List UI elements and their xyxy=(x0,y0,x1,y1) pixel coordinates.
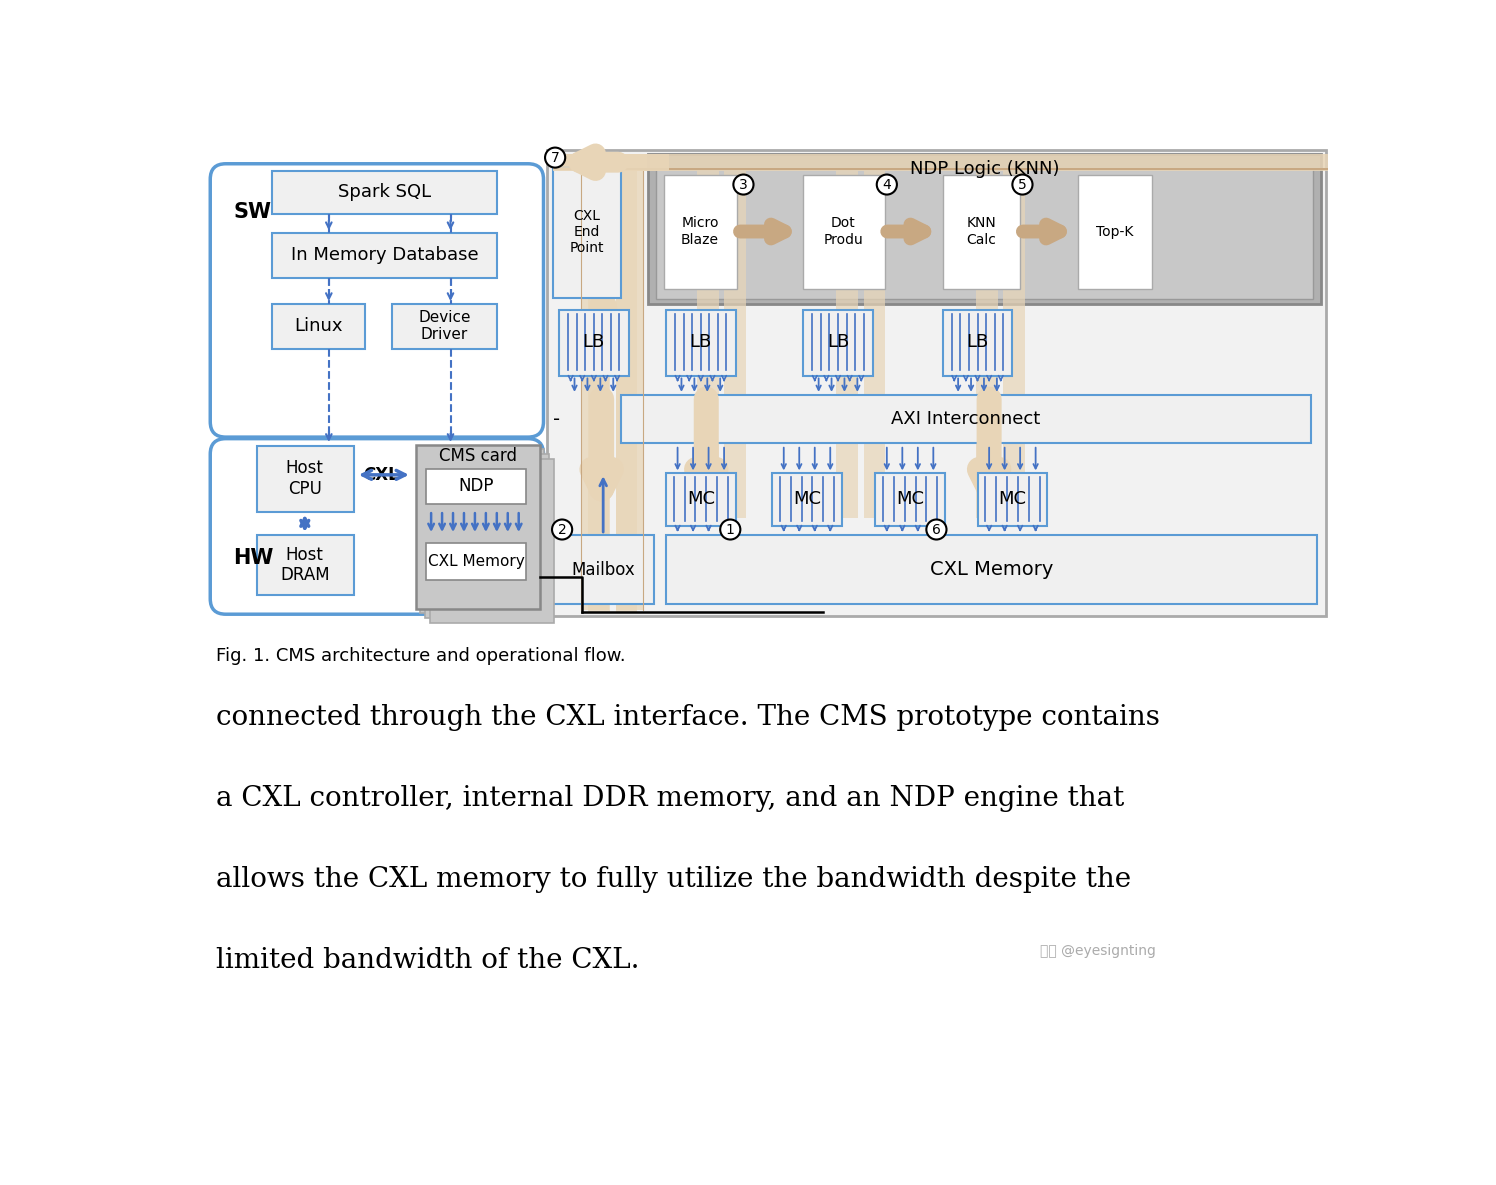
FancyBboxPatch shape xyxy=(420,449,545,614)
FancyBboxPatch shape xyxy=(272,172,497,213)
Text: Mailbox: Mailbox xyxy=(571,561,634,578)
Text: NDP: NDP xyxy=(458,478,494,495)
FancyBboxPatch shape xyxy=(655,169,1313,299)
Text: MC: MC xyxy=(896,491,925,508)
Text: LB: LB xyxy=(966,333,989,352)
FancyBboxPatch shape xyxy=(942,174,1020,288)
FancyBboxPatch shape xyxy=(425,454,549,619)
Text: MC: MC xyxy=(793,491,821,508)
Text: CXL Memory: CXL Memory xyxy=(929,561,1053,579)
Text: limited bandwidth of the CXL.: limited bandwidth of the CXL. xyxy=(217,947,640,974)
Text: In Memory Database: In Memory Database xyxy=(290,246,479,264)
Text: CMS card: CMS card xyxy=(438,448,516,466)
Text: KNN
Calc: KNN Calc xyxy=(966,217,996,246)
FancyBboxPatch shape xyxy=(803,310,872,376)
FancyBboxPatch shape xyxy=(1079,174,1152,288)
Circle shape xyxy=(720,519,741,539)
Circle shape xyxy=(545,148,565,167)
FancyBboxPatch shape xyxy=(272,303,365,348)
FancyBboxPatch shape xyxy=(554,167,621,297)
FancyBboxPatch shape xyxy=(426,543,527,579)
FancyBboxPatch shape xyxy=(426,469,527,504)
FancyBboxPatch shape xyxy=(211,438,543,614)
Text: Micro
Blaze: Micro Blaze xyxy=(681,217,720,246)
Text: MC: MC xyxy=(687,491,715,508)
FancyBboxPatch shape xyxy=(803,174,884,288)
Text: connected through the CXL interface. The CMS prototype contains: connected through the CXL interface. The… xyxy=(217,704,1161,731)
FancyBboxPatch shape xyxy=(615,172,643,610)
Text: 2: 2 xyxy=(558,523,567,537)
FancyBboxPatch shape xyxy=(560,310,628,376)
Circle shape xyxy=(877,174,898,194)
Text: Device
Driver: Device Driver xyxy=(417,310,471,342)
Text: NDP Logic (KNN): NDP Logic (KNN) xyxy=(911,160,1061,178)
Text: Fig. 1. CMS architecture and operational flow.: Fig. 1. CMS architecture and operational… xyxy=(217,647,625,665)
FancyBboxPatch shape xyxy=(588,172,610,611)
Text: 4: 4 xyxy=(883,178,892,192)
Text: Linux: Linux xyxy=(295,318,343,335)
FancyBboxPatch shape xyxy=(942,310,1013,376)
Text: CXL
End
Point: CXL End Point xyxy=(570,209,604,256)
FancyBboxPatch shape xyxy=(836,172,859,518)
Text: Spark SQL: Spark SQL xyxy=(338,184,431,201)
FancyBboxPatch shape xyxy=(875,473,945,526)
Text: -: - xyxy=(554,410,560,429)
FancyBboxPatch shape xyxy=(582,172,609,610)
FancyBboxPatch shape xyxy=(664,174,738,288)
Text: 7: 7 xyxy=(551,150,560,165)
Text: SW: SW xyxy=(233,201,271,222)
Text: MC: MC xyxy=(998,491,1026,508)
FancyBboxPatch shape xyxy=(975,172,998,518)
FancyBboxPatch shape xyxy=(772,473,842,526)
FancyBboxPatch shape xyxy=(621,395,1310,442)
Text: LB: LB xyxy=(690,333,712,352)
FancyBboxPatch shape xyxy=(257,534,353,595)
Circle shape xyxy=(733,174,754,194)
FancyBboxPatch shape xyxy=(554,154,669,171)
FancyBboxPatch shape xyxy=(416,444,540,609)
Text: a CXL controller, internal DDR memory, and an NDP engine that: a CXL controller, internal DDR memory, a… xyxy=(217,786,1125,812)
Text: allows the CXL memory to fully utilize the bandwidth despite the: allows the CXL memory to fully utilize t… xyxy=(217,866,1131,893)
Text: 知乎 @eyesignting: 知乎 @eyesignting xyxy=(1040,943,1155,957)
FancyBboxPatch shape xyxy=(272,233,497,277)
FancyBboxPatch shape xyxy=(257,447,353,512)
Text: HW: HW xyxy=(233,547,274,568)
Text: 1: 1 xyxy=(726,523,735,537)
FancyBboxPatch shape xyxy=(863,172,886,518)
FancyBboxPatch shape xyxy=(724,172,747,518)
FancyBboxPatch shape xyxy=(1004,172,1025,518)
FancyBboxPatch shape xyxy=(648,154,1321,303)
FancyBboxPatch shape xyxy=(666,310,736,376)
FancyBboxPatch shape xyxy=(392,303,497,348)
FancyBboxPatch shape xyxy=(548,149,1327,616)
FancyBboxPatch shape xyxy=(666,534,1316,604)
Circle shape xyxy=(552,519,571,539)
Text: CXL Memory: CXL Memory xyxy=(428,553,525,569)
FancyBboxPatch shape xyxy=(554,167,1328,169)
Text: Top-K: Top-K xyxy=(1097,224,1134,238)
Text: LB: LB xyxy=(583,333,604,352)
FancyBboxPatch shape xyxy=(554,534,654,604)
Text: 6: 6 xyxy=(932,523,941,537)
FancyBboxPatch shape xyxy=(615,172,637,611)
Text: 3: 3 xyxy=(739,178,748,192)
FancyBboxPatch shape xyxy=(554,154,1328,171)
Text: Dot
Produ: Dot Produ xyxy=(824,217,863,246)
Text: 5: 5 xyxy=(1019,178,1026,192)
Circle shape xyxy=(926,519,947,539)
FancyBboxPatch shape xyxy=(697,172,718,518)
Circle shape xyxy=(1013,174,1032,194)
Text: Host
CPU: Host CPU xyxy=(286,460,323,498)
Text: AXI Interconnect: AXI Interconnect xyxy=(892,410,1041,428)
Text: CXL: CXL xyxy=(364,466,398,483)
Text: LB: LB xyxy=(827,333,850,352)
FancyBboxPatch shape xyxy=(429,459,554,622)
Text: Host
DRAM: Host DRAM xyxy=(280,545,329,584)
FancyBboxPatch shape xyxy=(977,473,1047,526)
FancyBboxPatch shape xyxy=(666,473,736,526)
FancyBboxPatch shape xyxy=(211,164,543,437)
